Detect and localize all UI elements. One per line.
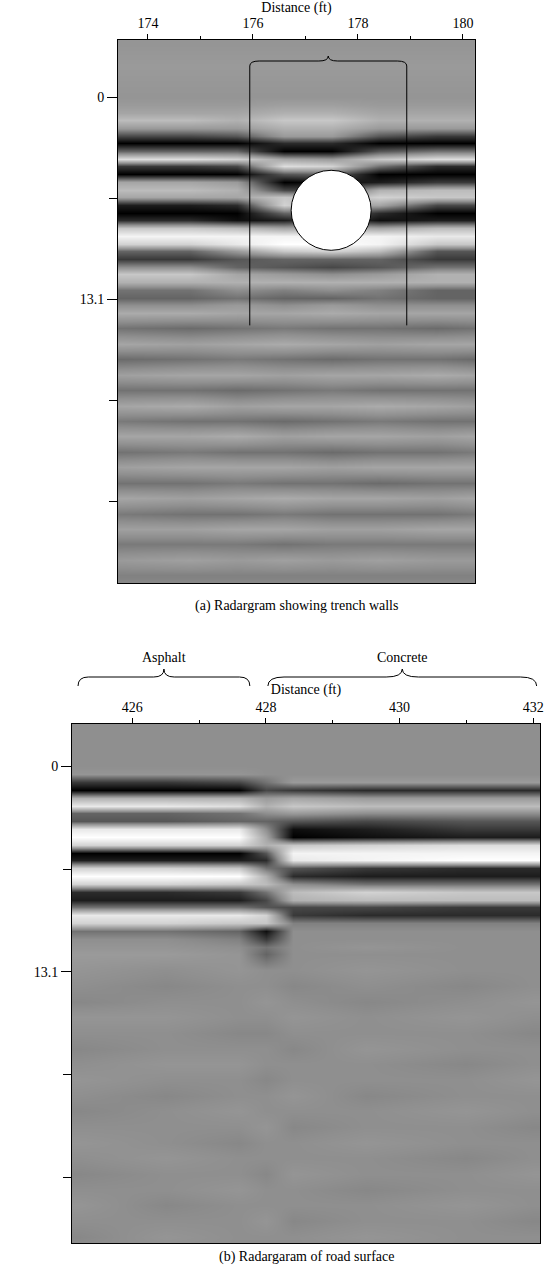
svg-text:428: 428 — [255, 700, 276, 715]
svg-text:Concrete: Concrete — [377, 650, 428, 665]
svg-text:0: 0 — [51, 759, 58, 774]
svg-text:174: 174 — [137, 16, 158, 31]
svg-text:(a) Radargram showing trench w: (a) Radargram showing trench walls — [195, 598, 398, 614]
svg-text:178: 178 — [347, 16, 368, 31]
svg-text:426: 426 — [122, 700, 143, 715]
svg-text:13.1: 13.1 — [80, 292, 105, 307]
svg-text:(b) Radargaram of road surface: (b) Radargaram of road surface — [219, 1249, 394, 1265]
svg-text:Distance (ft): Distance (ft) — [271, 682, 342, 698]
svg-text:13.1: 13.1 — [34, 965, 59, 980]
svg-text:180: 180 — [452, 16, 473, 31]
svg-text:432: 432 — [523, 700, 544, 715]
svg-text:Asphalt: Asphalt — [142, 650, 186, 665]
svg-text:0: 0 — [97, 90, 104, 105]
svg-text:176: 176 — [242, 16, 263, 31]
svg-text:430: 430 — [389, 700, 410, 715]
svg-text:Distance (ft): Distance (ft) — [261, 0, 332, 16]
